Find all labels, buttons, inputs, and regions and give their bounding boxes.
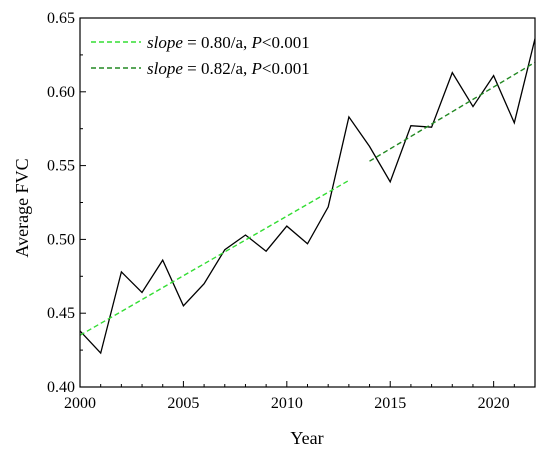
trend-line-1 [80, 179, 350, 336]
x-tick-label: 2010 [271, 395, 303, 412]
fvc-series-line [80, 38, 535, 355]
x-tick-label: 2005 [167, 395, 199, 412]
y-tick-label: 0.40 [47, 379, 75, 396]
legend-p-symbol: P [251, 59, 262, 78]
y-tick-label: 0.55 [47, 158, 75, 175]
y-tick-label: 0.50 [47, 231, 75, 248]
plot-area [80, 38, 535, 355]
y-axis-title: Average FVC [12, 158, 32, 257]
x-tick-label: 2000 [64, 395, 96, 412]
legend-slope-word: slope [147, 33, 183, 52]
y-tick-label: 0.65 [47, 10, 75, 27]
legend-p-value: <0.001 [262, 33, 310, 52]
trend-line-2 [369, 61, 535, 162]
x-axis-title: Year [290, 428, 323, 448]
legend-p-symbol: P [251, 33, 262, 52]
y-tick-label: 0.60 [47, 84, 75, 101]
legend-slope-word: slope [147, 59, 183, 78]
legend-label-0: slope = 0.80/a, P<0.001 [147, 33, 310, 52]
legend-label-1: slope = 0.82/a, P<0.001 [147, 59, 310, 78]
x-tick-label: 2015 [374, 395, 406, 412]
axes: 2000 2005 2010 2015 2020 0.40 0.45 0.50 0.55 0.60… [47, 10, 536, 412]
x-tick-label: 2020 [478, 395, 510, 412]
y-tick-label: 0.45 [47, 305, 75, 322]
legend-slope-value: = 0.82/a, [183, 59, 252, 78]
legend-slope-value: = 0.80/a, [183, 33, 252, 52]
legend-p-value: <0.001 [262, 59, 310, 78]
